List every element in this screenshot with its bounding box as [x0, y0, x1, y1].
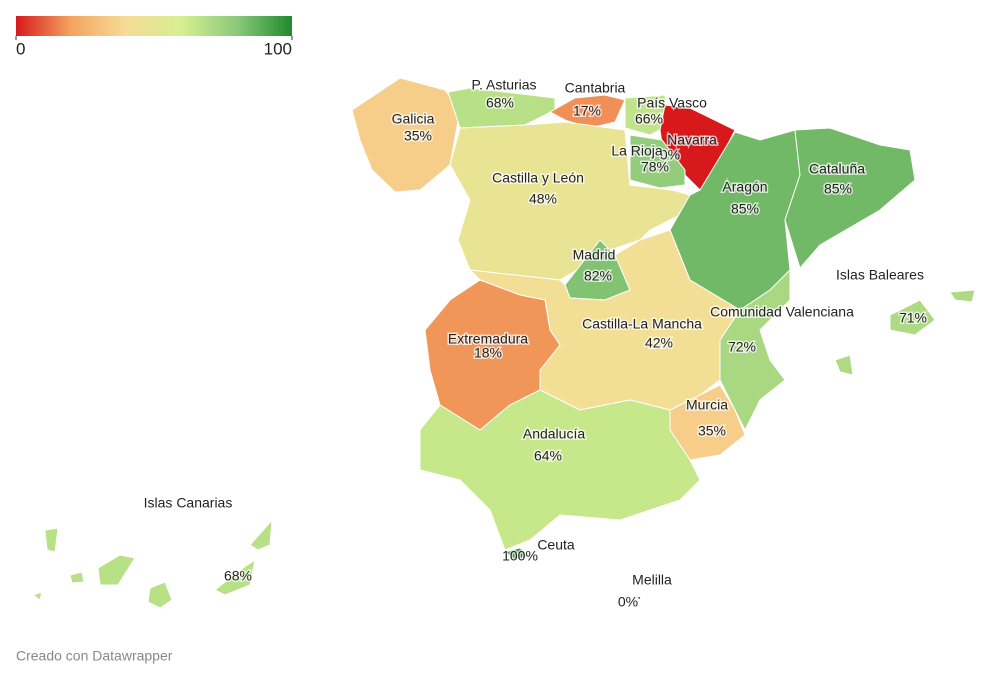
region-name: La Rioja: [611, 143, 663, 159]
region-name: P. Asturias: [471, 77, 536, 93]
region: [834, 354, 854, 376]
region-name: País Vasco: [637, 95, 707, 111]
region-name: Andalucía: [523, 426, 585, 442]
region: [419, 389, 701, 551]
region: [147, 581, 173, 609]
region: [719, 268, 791, 432]
region-value: 35%: [404, 128, 432, 144]
region-value: 85%: [731, 201, 759, 217]
region-name: Madrid: [573, 247, 616, 263]
region-name: Melilla: [632, 572, 672, 588]
region-name: Murcia: [686, 397, 728, 413]
region: [624, 94, 669, 136]
region: [69, 571, 85, 584]
region-value: 68%: [224, 568, 252, 584]
region: [31, 591, 43, 601]
legend-gradient: [16, 16, 292, 36]
region-name: Cantabria: [565, 80, 626, 96]
region-value: 42%: [645, 335, 673, 351]
region-value: 0%: [660, 147, 680, 163]
region-name: Cataluña: [809, 161, 865, 177]
region: [889, 299, 936, 336]
region-value: 18%: [474, 345, 502, 361]
region-name: Navarra: [667, 132, 717, 148]
region-value: 0%: [618, 594, 638, 610]
region-name: Islas Baleares: [836, 267, 924, 283]
region: [449, 121, 691, 281]
region: [949, 289, 976, 303]
region: [44, 527, 59, 553]
region-name: Islas Canarias: [144, 495, 233, 511]
region-value: 72%: [728, 339, 756, 355]
region-value: 100%: [502, 548, 538, 564]
region-name: Castilla-La Mancha: [582, 316, 702, 332]
region: [503, 547, 532, 561]
region-value: 71%: [899, 310, 927, 326]
region-name: Castilla y León: [492, 170, 584, 186]
region-value: 85%: [824, 181, 852, 197]
region-name: Ceuta: [537, 537, 575, 553]
region: [784, 127, 916, 270]
region-value: 66%: [635, 111, 663, 127]
region: [634, 595, 642, 601]
region: [97, 554, 136, 586]
region-value: 48%: [529, 191, 557, 207]
region-name: Comunidad Valenciana: [710, 304, 854, 320]
region-value: 68%: [486, 95, 514, 111]
legend-tick-label: 0: [16, 39, 25, 58]
region-name: Extremadura: [448, 331, 528, 347]
region-value: 17%: [573, 103, 601, 119]
legend-tick-label: 100: [264, 39, 292, 58]
region-value: 82%: [584, 268, 612, 284]
region-value: 64%: [534, 448, 562, 464]
region-value: 35%: [698, 423, 726, 439]
region: [548, 94, 626, 129]
region: [214, 558, 256, 596]
region-name: Galicia: [392, 111, 435, 127]
footer: Creado con Datawrapper: [16, 648, 173, 664]
region-name: Aragón: [722, 179, 767, 195]
region: [249, 518, 273, 551]
region-value: 78%: [641, 159, 669, 175]
region: [351, 77, 461, 193]
regions: [31, 77, 976, 609]
